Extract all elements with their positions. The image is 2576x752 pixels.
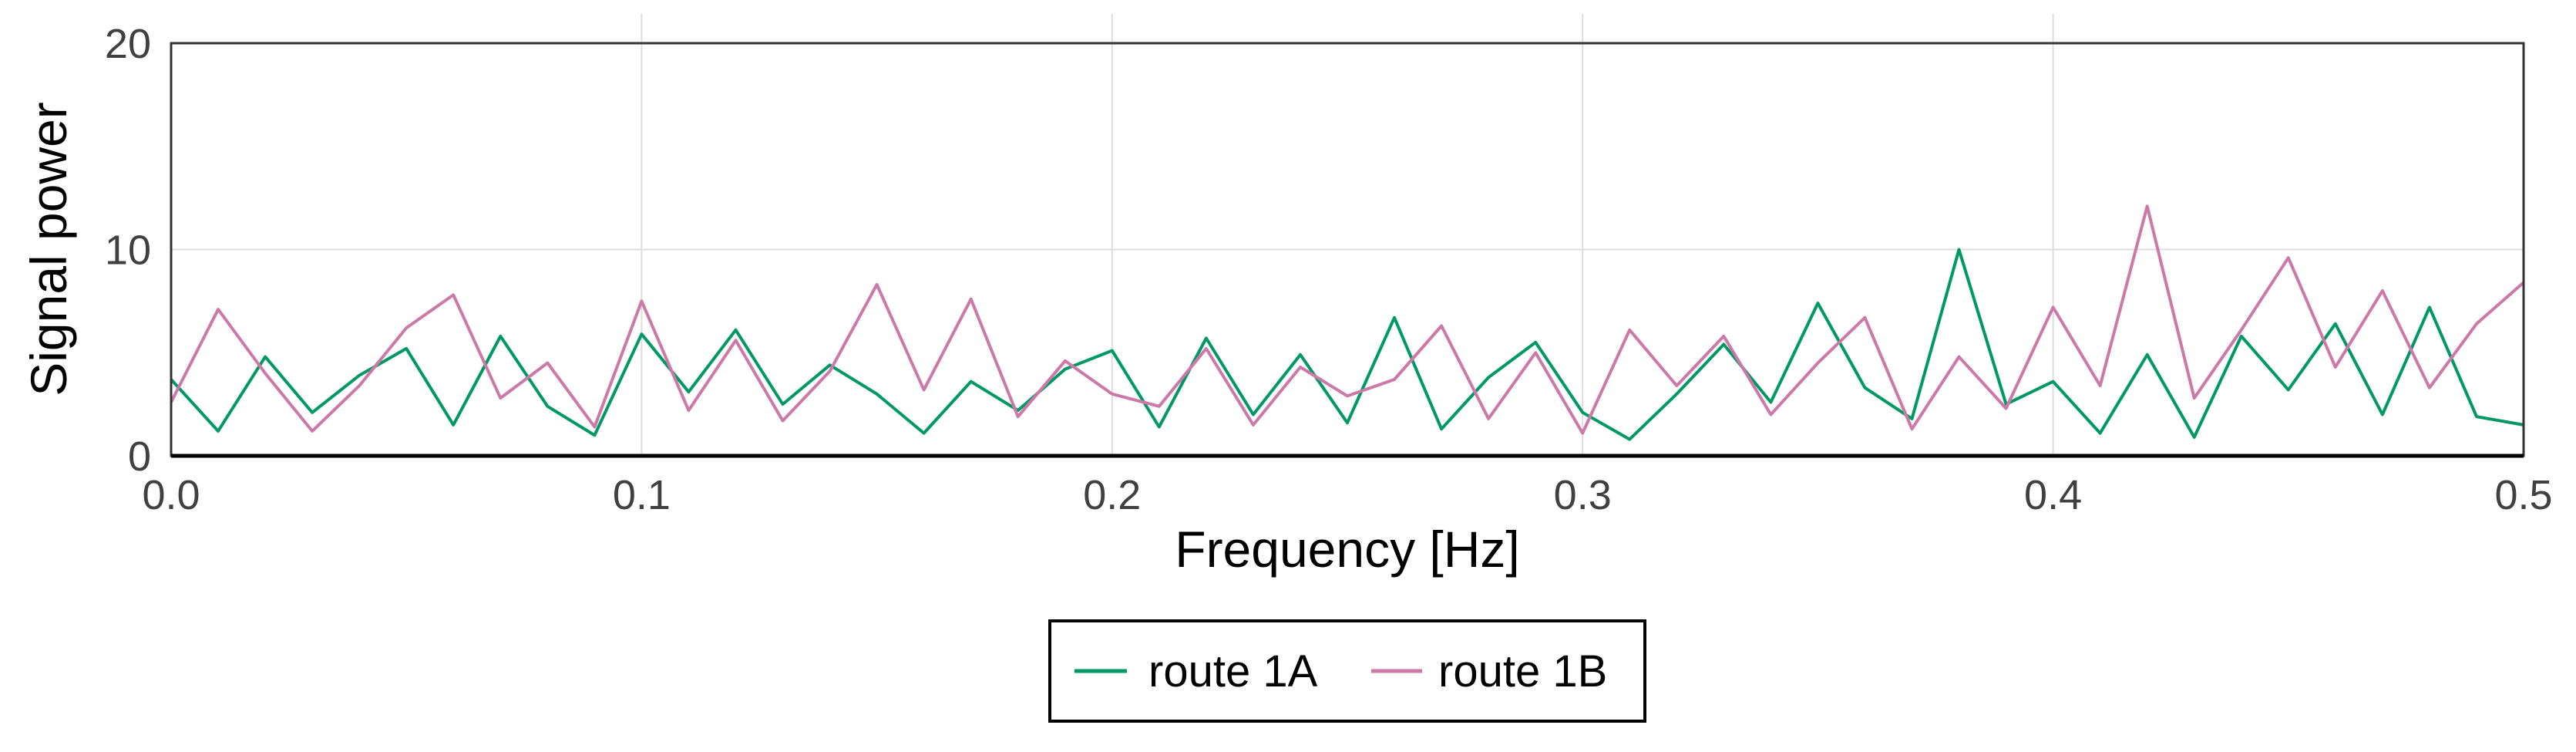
- x-tick-label: 0.2: [1083, 472, 1141, 518]
- y-tick-label: 20: [105, 21, 151, 67]
- legend-label-route-1a: route 1A: [1148, 646, 1318, 696]
- x-axis-title: Frequency [Hz]: [1175, 521, 1520, 578]
- legend-box: [1048, 619, 1646, 723]
- x-tick-label: 0.5: [2494, 472, 2552, 518]
- legend-label-route-1b: route 1B: [1438, 646, 1607, 696]
- x-tick-labels: 0.0 0.1 0.2 0.3 0.4 0.5: [142, 472, 2552, 518]
- series-line-route-1b: [170, 204, 2525, 435]
- x-tick-label: 0.3: [1554, 472, 1612, 518]
- y-axis-title: Signal power: [20, 102, 77, 396]
- series-lines: [170, 204, 2525, 441]
- y-tick-labels: 0 10 20: [105, 21, 151, 480]
- series-line-route-1a: [170, 248, 2524, 441]
- legend: route 1A route 1B: [1048, 619, 1646, 723]
- grid-lines: [171, 14, 2524, 456]
- x-tick-label: 0.1: [613, 472, 671, 518]
- x-tick-label: 0.4: [2024, 472, 2082, 518]
- y-tick-label: 10: [105, 228, 151, 274]
- x-tick-label: 0.0: [142, 472, 200, 518]
- y-tick-label: 0: [128, 433, 151, 480]
